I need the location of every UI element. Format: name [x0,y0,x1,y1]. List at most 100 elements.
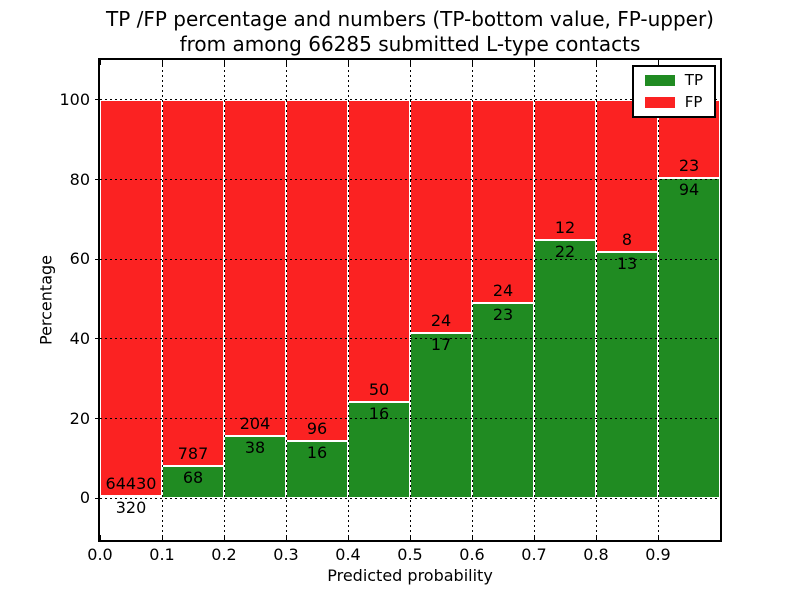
vertical-gridline [657,60,659,540]
x-tick-mark-top [99,60,101,65]
x-tick-mark-top [347,60,349,65]
horizontal-gridline [100,258,720,260]
tp-count-label: 13 [616,253,638,273]
y-tick-mark [95,338,100,340]
y-tick-label: 80 [69,169,90,189]
tp-count-label: 17 [430,335,452,354]
x-tick-mark [533,535,535,540]
tp-bar-segment [658,178,720,499]
tp-bar-segment [410,333,472,499]
tp-count-label: 94 [678,180,700,200]
x-tick-mark [657,535,659,540]
fp-count-label: 23 [678,156,700,176]
y-tick-mark [95,179,100,180]
fp-count-label: 24 [492,281,514,301]
chart-title-line1: TP /FP percentage and numbers (TP-bottom… [106,7,714,31]
vertical-gridline [471,60,473,540]
fp-count-label: 96 [306,419,328,439]
vertical-gridline [161,60,163,540]
fp-bar-segment [348,99,410,402]
horizontal-gridline [100,497,720,499]
fp-count-label: 787 [177,444,209,464]
tp-count-label: 16 [306,443,328,463]
vertical-gridline [595,60,597,540]
x-tick-label: 0.9 [645,545,671,564]
legend-entry-fp: FP [644,93,703,111]
y-tick-label: 20 [69,408,90,428]
tp-bar-segment [286,441,348,499]
y-tick-mark [95,497,100,499]
tp-count-label: 23 [492,305,514,325]
y-tick-label: 0 [79,488,90,508]
x-tick-label: 0.2 [211,545,237,564]
fp-bar-segment [224,99,286,436]
vertical-gridline [533,60,535,540]
x-axis-label: Predicted probability [327,566,493,585]
fp-count-label: 50 [368,379,390,399]
x-tick-mark-top [409,60,411,65]
y-tick-label: 60 [69,249,90,269]
fp-bar-segment [410,99,472,333]
tp-bar-segment [472,303,534,499]
x-tick-mark [595,535,597,540]
x-tick-mark-top [595,60,597,65]
x-tick-mark-top [161,60,163,65]
y-tick-label: 40 [69,328,90,348]
fp-count-label: 24 [430,311,452,330]
fp-count-label: 204 [239,413,271,433]
x-tick-mark [161,535,163,540]
x-tick-mark [409,535,411,540]
horizontal-gridline [100,418,720,419]
legend-label-fp: FP [684,93,703,111]
fp-color-swatch [644,97,675,108]
tp-color-swatch [644,75,675,86]
legend-entry-tp: TP [644,71,703,89]
y-tick-mark [95,418,100,419]
fp-bar-segment [100,99,162,497]
x-tick-mark-top [657,60,659,65]
x-tick-label: 0.6 [459,545,485,564]
x-tick-label: 0.5 [397,545,423,564]
x-tick-mark [223,535,225,540]
fp-bar-segment [472,99,534,304]
x-tick-mark-top [285,60,287,65]
x-tick-mark [471,535,473,540]
vertical-gridline [285,60,287,540]
tp-count-label: 16 [368,403,390,423]
fp-bar-segment [162,99,224,467]
x-tick-mark-top [223,60,225,65]
horizontal-gridline [100,338,720,340]
legend-label-tp: TP [684,71,703,89]
vertical-gridline [223,60,225,540]
fp-count-label: 12 [554,218,576,238]
legend: TP FP [631,65,716,118]
y-tick-label: 100 [59,89,90,109]
x-tick-label: 0.3 [273,545,299,564]
x-tick-label: 0.0 [87,545,113,564]
y-tick-mark [95,99,100,101]
tp-bar-segment [596,251,658,499]
x-tick-mark [285,535,287,540]
chart-title-line2: from among 66285 submitted L-type contac… [179,32,641,56]
horizontal-gridline [100,99,720,101]
tp-count-label: 38 [244,437,266,457]
horizontal-gridline [100,179,720,180]
x-tick-label: 0.4 [335,545,361,564]
fp-bar-segment [534,99,596,241]
tp-count-label: 320 [115,498,147,518]
fp-bar-segment [596,99,658,252]
tp-bar-segment [534,240,596,499]
tp-bar-segment [162,466,224,499]
chart-title: TP /FP percentage and numbers (TP-bottom… [90,7,730,57]
x-tick-mark-top [471,60,473,65]
y-tick-mark [95,258,100,260]
x-tick-mark [347,535,349,540]
fp-count-label: 8 [621,229,633,249]
fp-count-label: 64430 [105,474,157,494]
x-tick-mark-top [533,60,535,65]
tp-count-label: 22 [554,242,576,262]
x-tick-label: 0.1 [149,545,175,564]
x-tick-label: 0.7 [521,545,547,564]
tp-bar-segment [348,401,410,499]
